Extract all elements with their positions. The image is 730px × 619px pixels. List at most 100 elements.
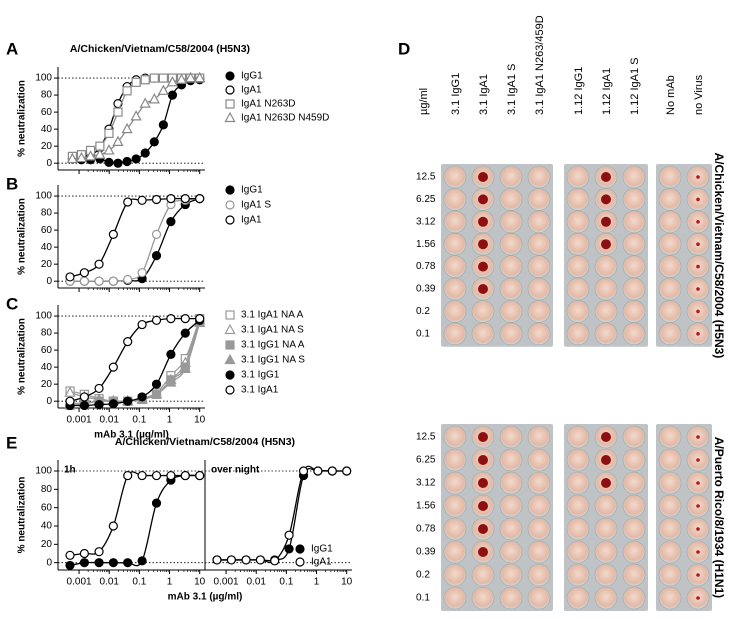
well <box>443 255 467 278</box>
well <box>658 494 682 518</box>
red-dot <box>696 332 700 336</box>
well <box>622 494 646 518</box>
data-point <box>123 470 133 481</box>
red-button <box>478 501 488 511</box>
well <box>527 471 551 495</box>
well <box>658 471 682 495</box>
data-point <box>151 251 162 261</box>
red-dot <box>696 175 700 179</box>
data-point <box>123 558 133 568</box>
y-tick-label: 100 <box>35 311 52 322</box>
y-tick-label: 40 <box>41 521 53 532</box>
well <box>658 188 682 211</box>
virus-label: A/Chicken/Vietnam/C58/2004 (H5N3) <box>712 152 726 358</box>
panel-letter: B <box>6 174 18 193</box>
data-point <box>79 558 89 568</box>
well <box>443 540 467 564</box>
legend-label: 3.1 IgG1 NA A <box>241 340 305 351</box>
data-point <box>79 268 89 278</box>
well <box>527 586 551 610</box>
data-point <box>84 150 97 161</box>
x-axis-label: mAb 3.1 (µg/ml) <box>168 592 243 603</box>
data-point <box>79 276 89 286</box>
row-label: 0.39 <box>416 547 436 558</box>
row-label: 0.1 <box>416 328 430 339</box>
y-tick-label: 60 <box>41 345 53 356</box>
virus-label: A/Puerto Rico/8/1934 (H1N1) <box>712 437 726 598</box>
legend-label: 3.1 IgA1 NA A <box>241 310 304 321</box>
legend-marker <box>225 310 235 320</box>
data-point <box>64 386 76 397</box>
well <box>443 563 467 587</box>
red-button <box>478 432 488 442</box>
well <box>499 540 523 564</box>
row-label: 1.56 <box>416 501 436 512</box>
subpanel-label: 1h <box>64 465 76 476</box>
well <box>443 300 467 323</box>
data-point <box>66 152 78 164</box>
well <box>594 277 618 301</box>
red-button <box>601 432 611 442</box>
data-point <box>151 229 162 239</box>
data-point <box>94 259 104 269</box>
y-tick-label: 80 <box>41 484 53 495</box>
data-point <box>108 229 118 239</box>
well <box>443 517 467 541</box>
well <box>499 425 523 449</box>
red-button <box>478 261 488 272</box>
y-tick-label: 80 <box>41 90 53 101</box>
y-tick-label: 20 <box>41 259 53 270</box>
well <box>622 277 646 301</box>
data-point <box>327 466 337 476</box>
row-label: 12.5 <box>416 172 436 183</box>
curve <box>69 317 200 402</box>
red-dot <box>696 435 700 439</box>
well <box>658 165 682 189</box>
data-point <box>123 396 133 406</box>
data-point <box>180 328 190 338</box>
red-dot <box>696 309 700 314</box>
x-tick-label: 0.1 <box>132 415 146 426</box>
data-point <box>185 71 197 83</box>
data-point <box>108 276 118 286</box>
legend-label: 3.1 IgA1 <box>241 385 279 396</box>
curve <box>69 321 201 407</box>
data-point <box>131 77 141 87</box>
red-button <box>478 524 488 534</box>
data-point <box>342 466 352 476</box>
column-label: No mAb <box>665 75 677 115</box>
data-point <box>166 470 176 481</box>
legend-label: 3.1 IgG1 <box>241 370 280 381</box>
well <box>622 165 646 189</box>
x-tick-label: 0.001 <box>214 577 239 588</box>
y-tick-label: 60 <box>41 225 53 236</box>
well <box>622 232 646 256</box>
well <box>527 232 551 256</box>
legend-marker <box>225 200 235 210</box>
well <box>527 277 551 301</box>
well <box>594 517 618 541</box>
well <box>658 448 682 472</box>
chart-title: A/Chicken/Vietnam/C58/2004 (H5N3) <box>70 43 250 55</box>
well <box>443 188 467 211</box>
curve <box>69 474 200 567</box>
well <box>499 586 523 610</box>
well <box>566 471 590 495</box>
data-point <box>167 90 178 100</box>
legend-marker <box>225 370 235 380</box>
well <box>566 563 590 587</box>
data-point <box>226 555 236 565</box>
x-tick-label: 10 <box>194 577 206 588</box>
curve <box>69 197 200 278</box>
well <box>527 563 551 587</box>
well <box>594 563 618 587</box>
well <box>658 586 682 610</box>
data-point <box>79 392 89 402</box>
well <box>658 232 682 256</box>
x-tick-label: 0.1 <box>132 577 146 588</box>
column-label: 3.1 IgG1 <box>450 73 462 115</box>
data-point <box>94 547 104 557</box>
well <box>622 188 646 211</box>
data-point <box>94 399 104 410</box>
data-point <box>104 128 114 138</box>
